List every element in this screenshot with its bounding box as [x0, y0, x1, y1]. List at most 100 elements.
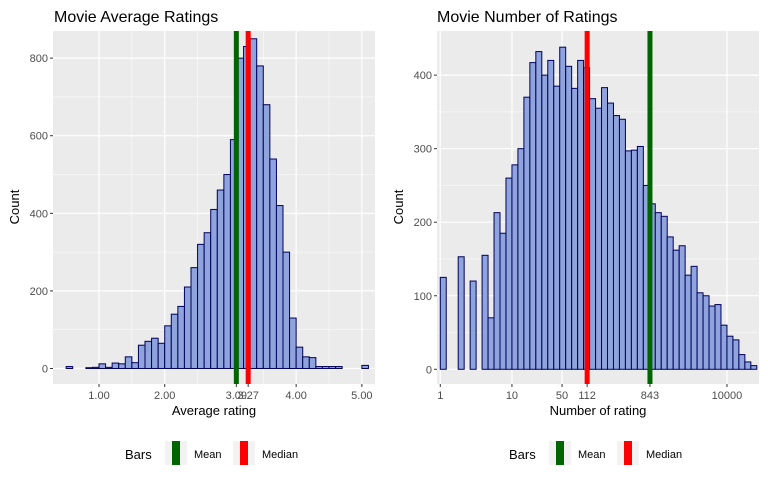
histogram-bar [262, 104, 271, 369]
y-tick-label: 800 [30, 53, 48, 65]
chart-title: Movie Number of Ratings [437, 9, 618, 26]
histogram-bar [523, 96, 531, 370]
chart-title: Movie Average Ratings [54, 9, 218, 26]
histogram-bar [690, 265, 698, 370]
histogram-bar [249, 38, 258, 369]
legend-swatch-mean [172, 441, 180, 465]
histogram-bar [197, 243, 205, 369]
legend-label-mean: Mean [578, 449, 606, 461]
histogram-bar [702, 295, 710, 370]
histogram-bar [295, 346, 304, 369]
histogram-bar [624, 150, 632, 370]
histogram-bar [256, 65, 264, 369]
histogram-bar [612, 115, 620, 370]
histogram-bar [275, 205, 284, 369]
legend-title: Bars [125, 447, 152, 462]
histogram-bar [308, 357, 317, 369]
y-tick-label: 100 [414, 291, 432, 303]
histogram-bar [85, 367, 93, 369]
histogram-bar [559, 46, 567, 370]
histogram-bar [469, 280, 477, 370]
histogram-bar [732, 339, 740, 370]
histogram-bar [269, 158, 277, 369]
histogram-bar [517, 148, 525, 370]
histogram-bar [328, 366, 337, 369]
x-axis-title: Average rating [172, 403, 256, 418]
y-tick-label: 0 [42, 363, 48, 375]
x-tick-label: 10 [506, 390, 518, 402]
x-tick-label: 3.27 [237, 390, 258, 402]
histogram-bar [457, 256, 465, 370]
histogram-bar [618, 118, 626, 370]
histogram-bar [738, 354, 746, 370]
histogram-bar [137, 344, 146, 369]
histogram-bar [302, 356, 310, 369]
histogram-bar [708, 305, 716, 370]
y-tick-label: 200 [414, 217, 432, 229]
histogram-bar [216, 189, 225, 369]
legend-label-mean: Mean [194, 449, 222, 461]
histogram-bar [636, 145, 644, 370]
legend-label-median: Median [646, 449, 682, 461]
x-axis-ticks: 1.00 2.00 3.093.27 4.00 5.00 [88, 384, 373, 402]
histogram-bar [607, 102, 614, 370]
x-tick-label: 112 [578, 390, 596, 402]
legend-swatch-mean [556, 441, 564, 465]
y-axis-title: Count [391, 189, 406, 224]
histogram-bar [190, 267, 199, 369]
histogram-bar [660, 215, 668, 370]
histogram-bar [203, 232, 212, 369]
histogram-bar [589, 98, 597, 370]
legend-title: Bars [509, 447, 536, 462]
histogram-bar [124, 356, 133, 369]
histogram-bar [481, 254, 489, 370]
histogram-bar [750, 365, 758, 370]
histogram-bar [654, 212, 662, 370]
y-axis-title: Count [7, 189, 22, 224]
histogram-bar [672, 249, 680, 370]
histogram-bar [547, 59, 555, 370]
y-axis-ticks: 0 100 200 300 400 [414, 70, 437, 376]
x-axis-title: Number of rating [550, 403, 647, 418]
histogram-bar [577, 59, 585, 370]
x-tick-label: 50 [556, 390, 568, 402]
x-tick-label: 2.00 [154, 390, 175, 402]
histogram-bar [678, 245, 686, 370]
histogram-bar [666, 236, 674, 370]
histogram-bar [505, 177, 513, 370]
legend-right: Bars Mean Median [509, 441, 682, 465]
histogram-bar [335, 366, 343, 369]
histogram-bar [223, 174, 231, 369]
histogram-bar [565, 65, 573, 370]
histogram-bar [315, 366, 323, 369]
x-tick-label: 4.00 [285, 390, 306, 402]
legend-swatch-median [624, 441, 632, 465]
histogram-bar [361, 364, 369, 369]
histogram-bar [91, 366, 100, 369]
histogram-bar [282, 251, 291, 369]
y-tick-label: 600 [30, 131, 48, 143]
histogram-bar [164, 325, 172, 369]
histogram-bars [439, 46, 758, 370]
histogram-bar [170, 313, 179, 369]
histogram-bar [535, 51, 543, 370]
x-tick-label: 3.09 [226, 390, 247, 402]
x-tick-label: 843 [641, 390, 659, 402]
x-tick-label: 1.00 [88, 390, 109, 402]
reference-lines [233, 31, 251, 384]
histogram-bar [529, 62, 537, 370]
histogram-bar [720, 324, 728, 370]
y-tick-label: 400 [414, 70, 432, 82]
histogram-bar [684, 274, 692, 370]
histogram-bar [541, 74, 549, 370]
reference-lines [584, 31, 653, 384]
histogram-bar [487, 317, 495, 370]
y-tick-label: 400 [30, 208, 48, 220]
chart-average-ratings: Movie Average Ratings 0 200 400 600 800 1.00… [7, 9, 375, 418]
histogram-bar [183, 286, 192, 369]
histogram-bar [65, 366, 74, 369]
histogram-bar [131, 362, 139, 369]
histogram-bar [553, 85, 561, 370]
